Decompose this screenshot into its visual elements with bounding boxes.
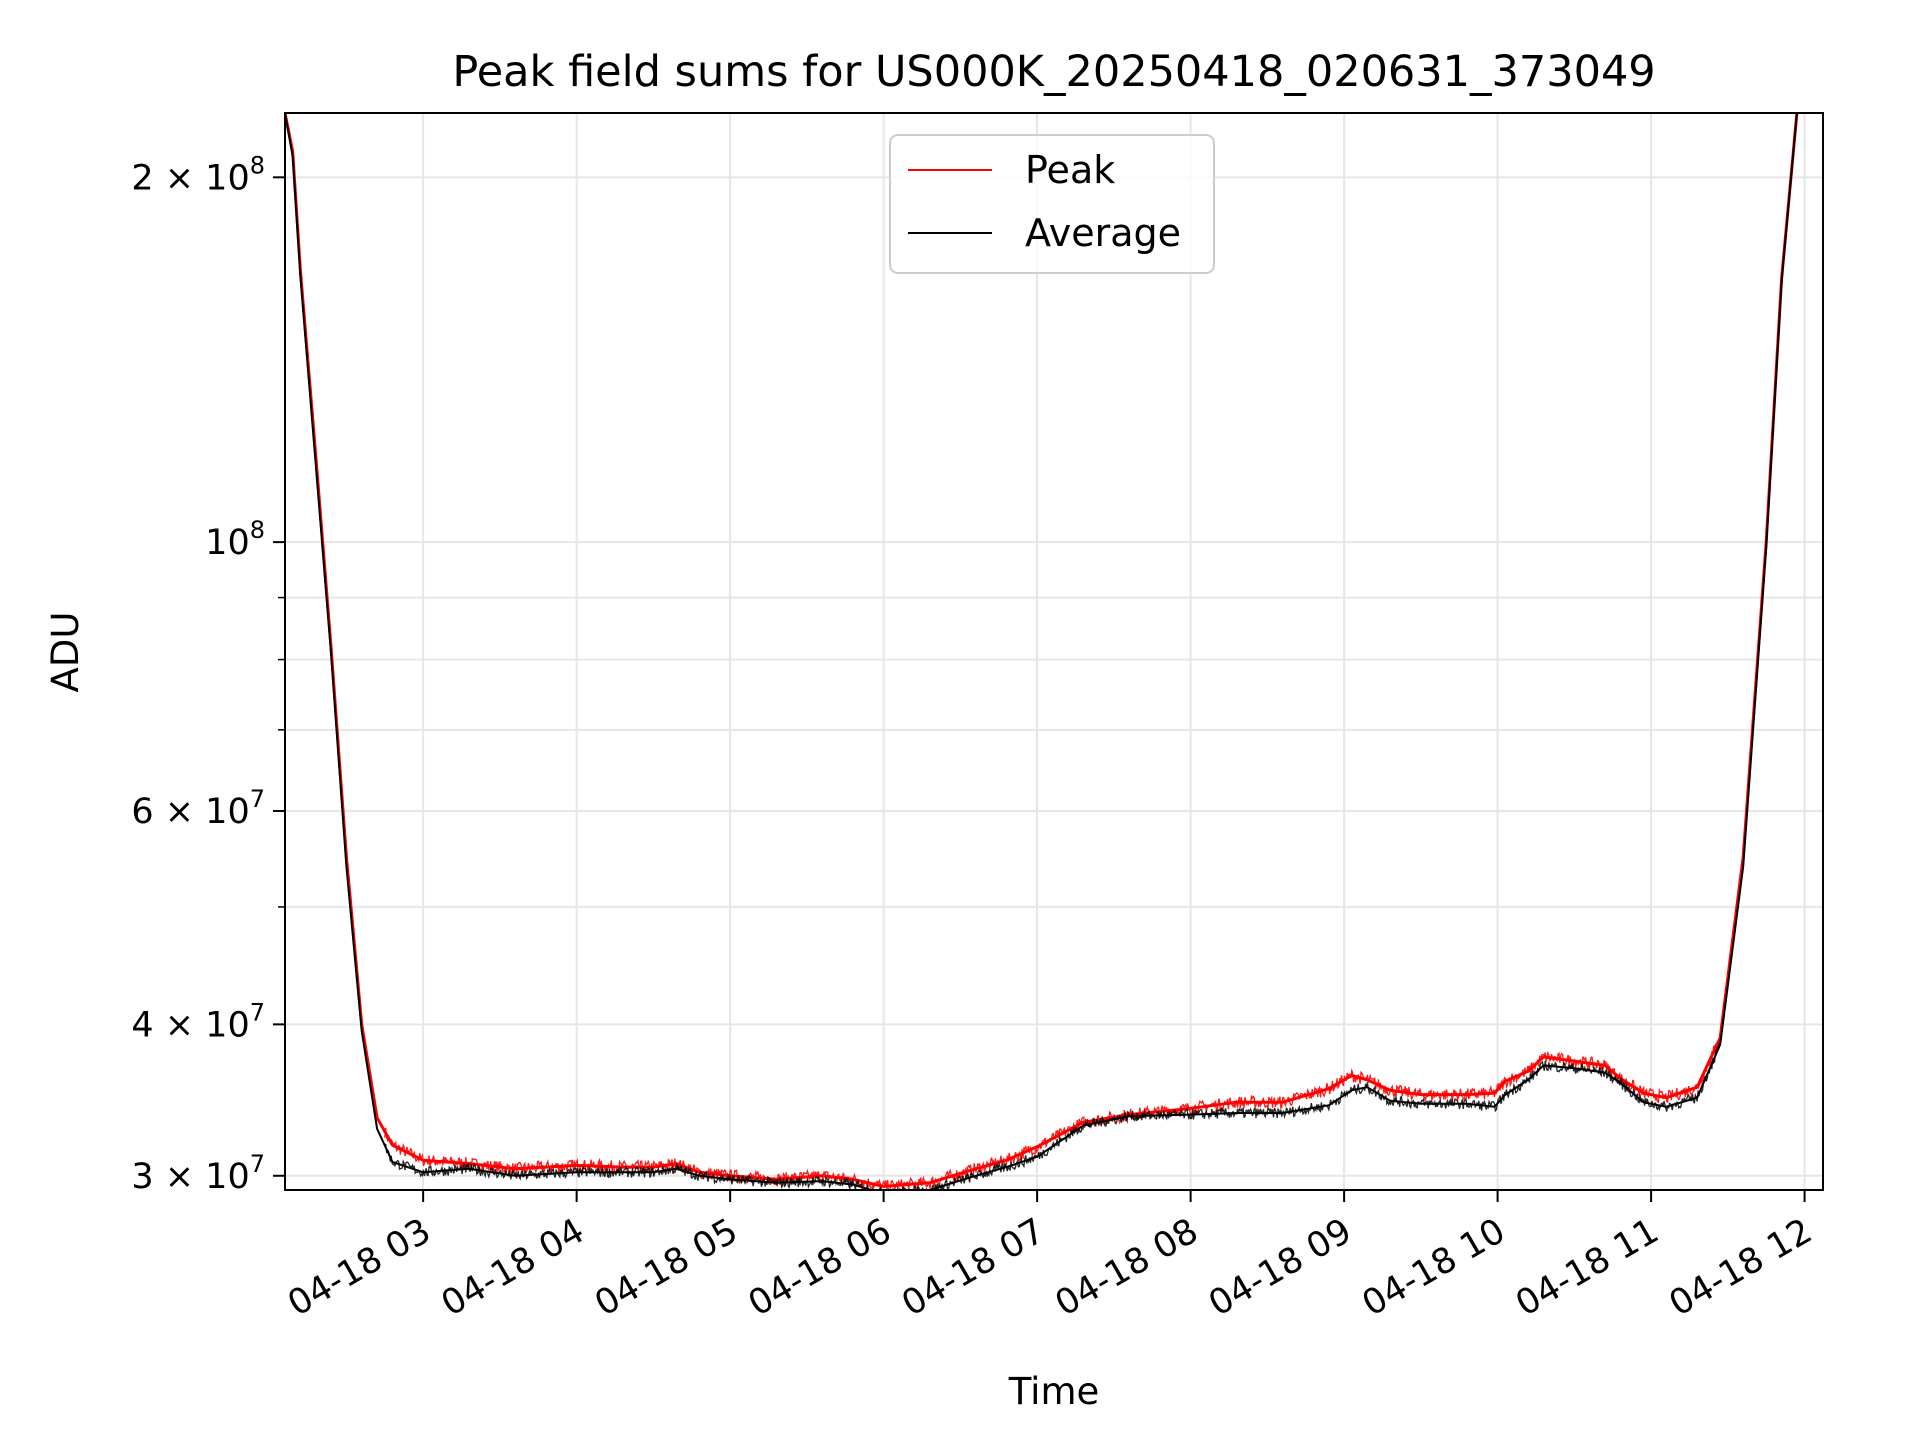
y-tick-label: 108: [205, 516, 265, 563]
legend: Peak Average: [889, 134, 1215, 274]
plot-frame: [284, 112, 1824, 1191]
average-series-line: [285, 113, 1798, 1190]
legend-peak-label: Peak: [1025, 148, 1115, 192]
x-axis-label: Time: [1008, 1370, 1100, 1413]
series-layer: [285, 113, 1799, 1190]
legend-average-label: Average: [1025, 211, 1181, 255]
y-tick-label: 6 × 107: [131, 785, 265, 832]
y-tick-label: 4 × 107: [131, 998, 265, 1045]
chart-title: Peak field sums for US000K_20250418_0206…: [452, 47, 1655, 97]
y-axis-label: ADU: [44, 612, 87, 693]
y-tick-label: 2 × 108: [131, 151, 265, 198]
y-tick-label: 3 × 107: [131, 1150, 265, 1197]
